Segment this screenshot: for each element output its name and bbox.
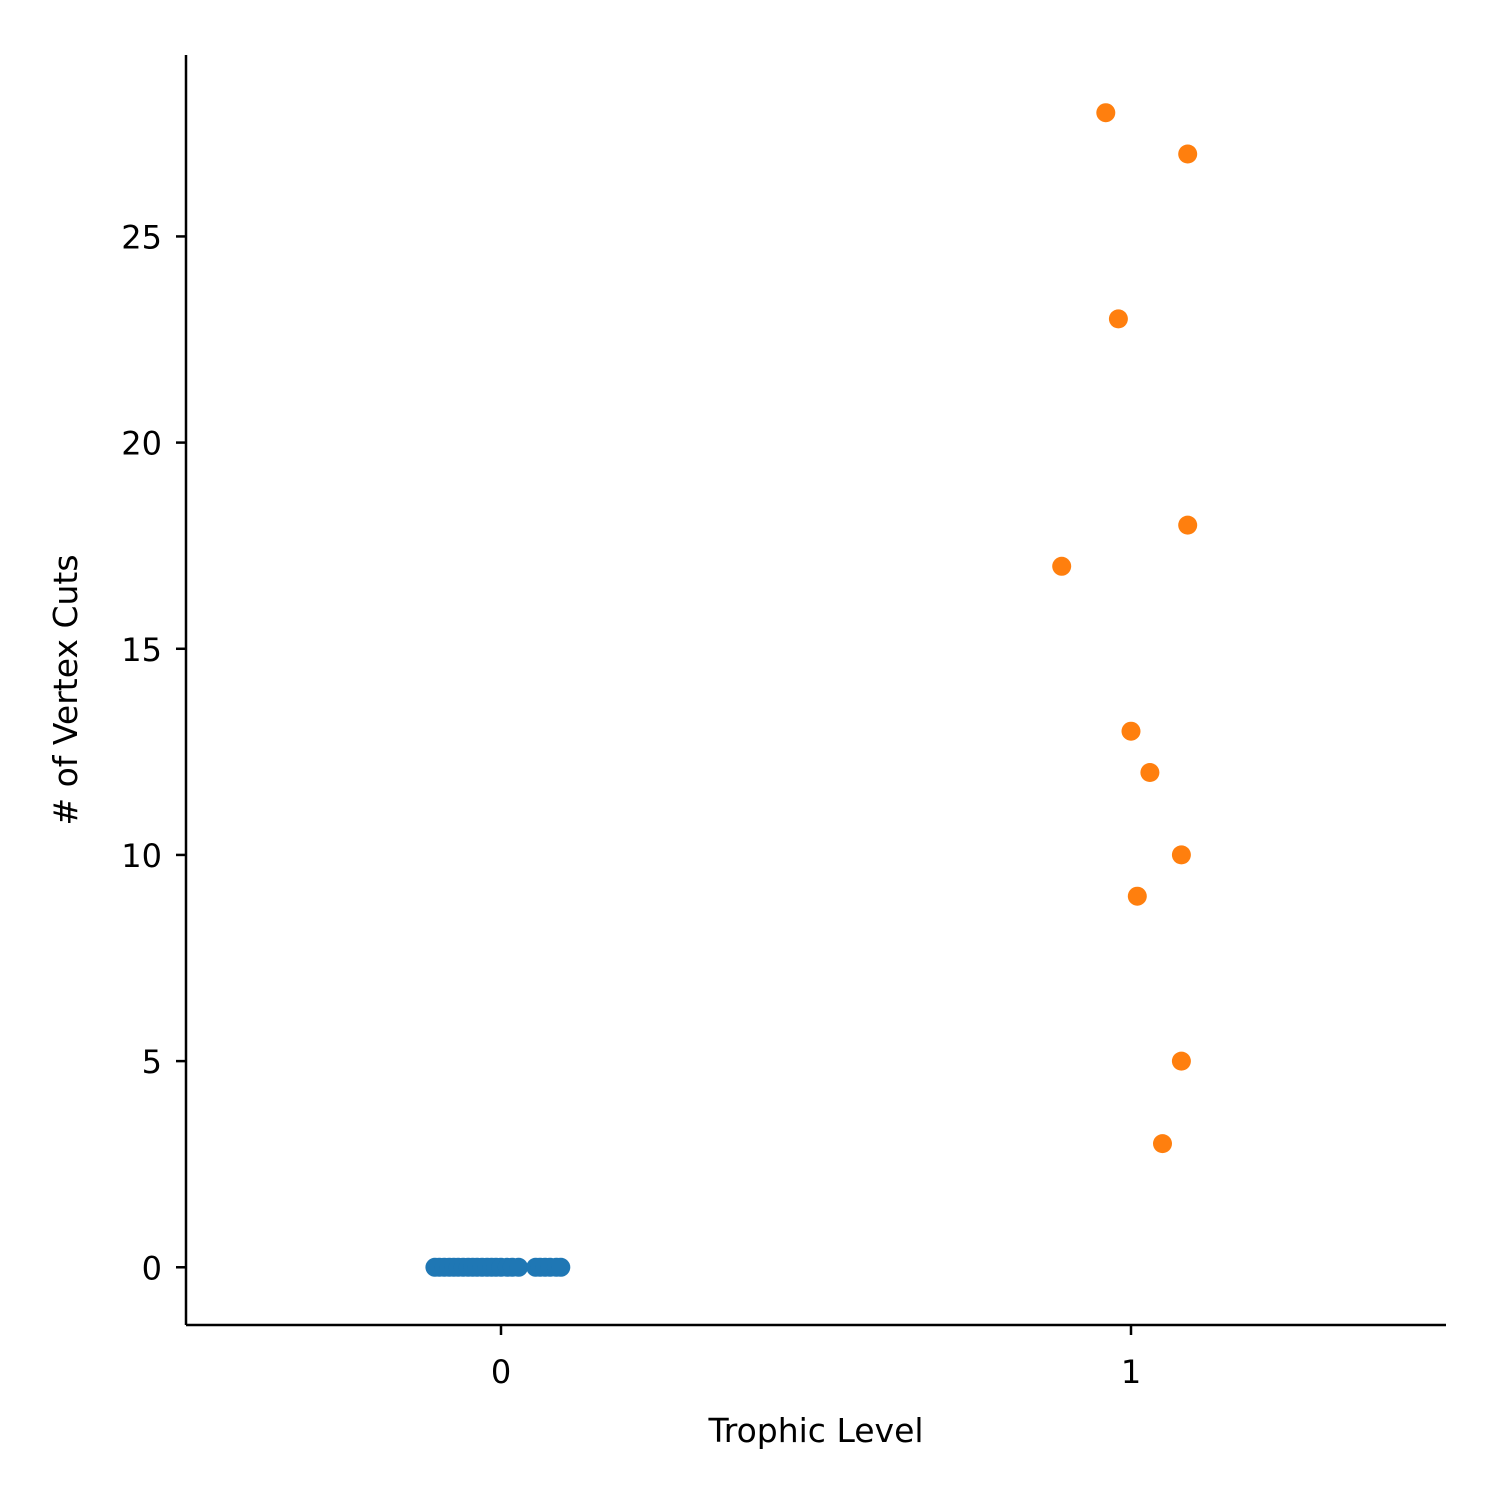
data-point-s1-9: [1171, 1051, 1191, 1071]
y-tick-label: 10: [121, 837, 162, 875]
data-point-s1-1: [1178, 144, 1198, 164]
data-point-s1-3: [1178, 515, 1198, 535]
y-tick-label: 25: [121, 218, 162, 256]
data-point-s1-2: [1108, 309, 1128, 329]
y-tick-label: 0: [142, 1249, 162, 1287]
points-layer: [425, 103, 1198, 1277]
x-axis-label: Trophic Level: [707, 1411, 923, 1450]
series-0: [425, 1257, 571, 1277]
data-point-s1-6: [1140, 763, 1160, 782]
data-point-s1-5: [1121, 721, 1141, 741]
x-tick-label: 0: [491, 1353, 511, 1391]
data-point-s1-7: [1171, 845, 1191, 865]
x-tick-label: 1: [1121, 1353, 1141, 1391]
y-tick-label: 15: [121, 631, 162, 669]
data-point-s1-0: [1096, 103, 1116, 123]
y-tick-label: 5: [142, 1043, 162, 1081]
data-point-s1-8: [1127, 886, 1147, 906]
series-1: [1052, 103, 1198, 1154]
y-tick-label: 20: [121, 425, 162, 463]
data-point-s0-17: [509, 1257, 529, 1277]
y-axis-label: # of Vertex Cuts: [46, 554, 85, 825]
data-point-s1-4: [1052, 556, 1072, 576]
data-point-s1-10: [1153, 1134, 1172, 1154]
data-point-s0-23: [551, 1257, 571, 1277]
